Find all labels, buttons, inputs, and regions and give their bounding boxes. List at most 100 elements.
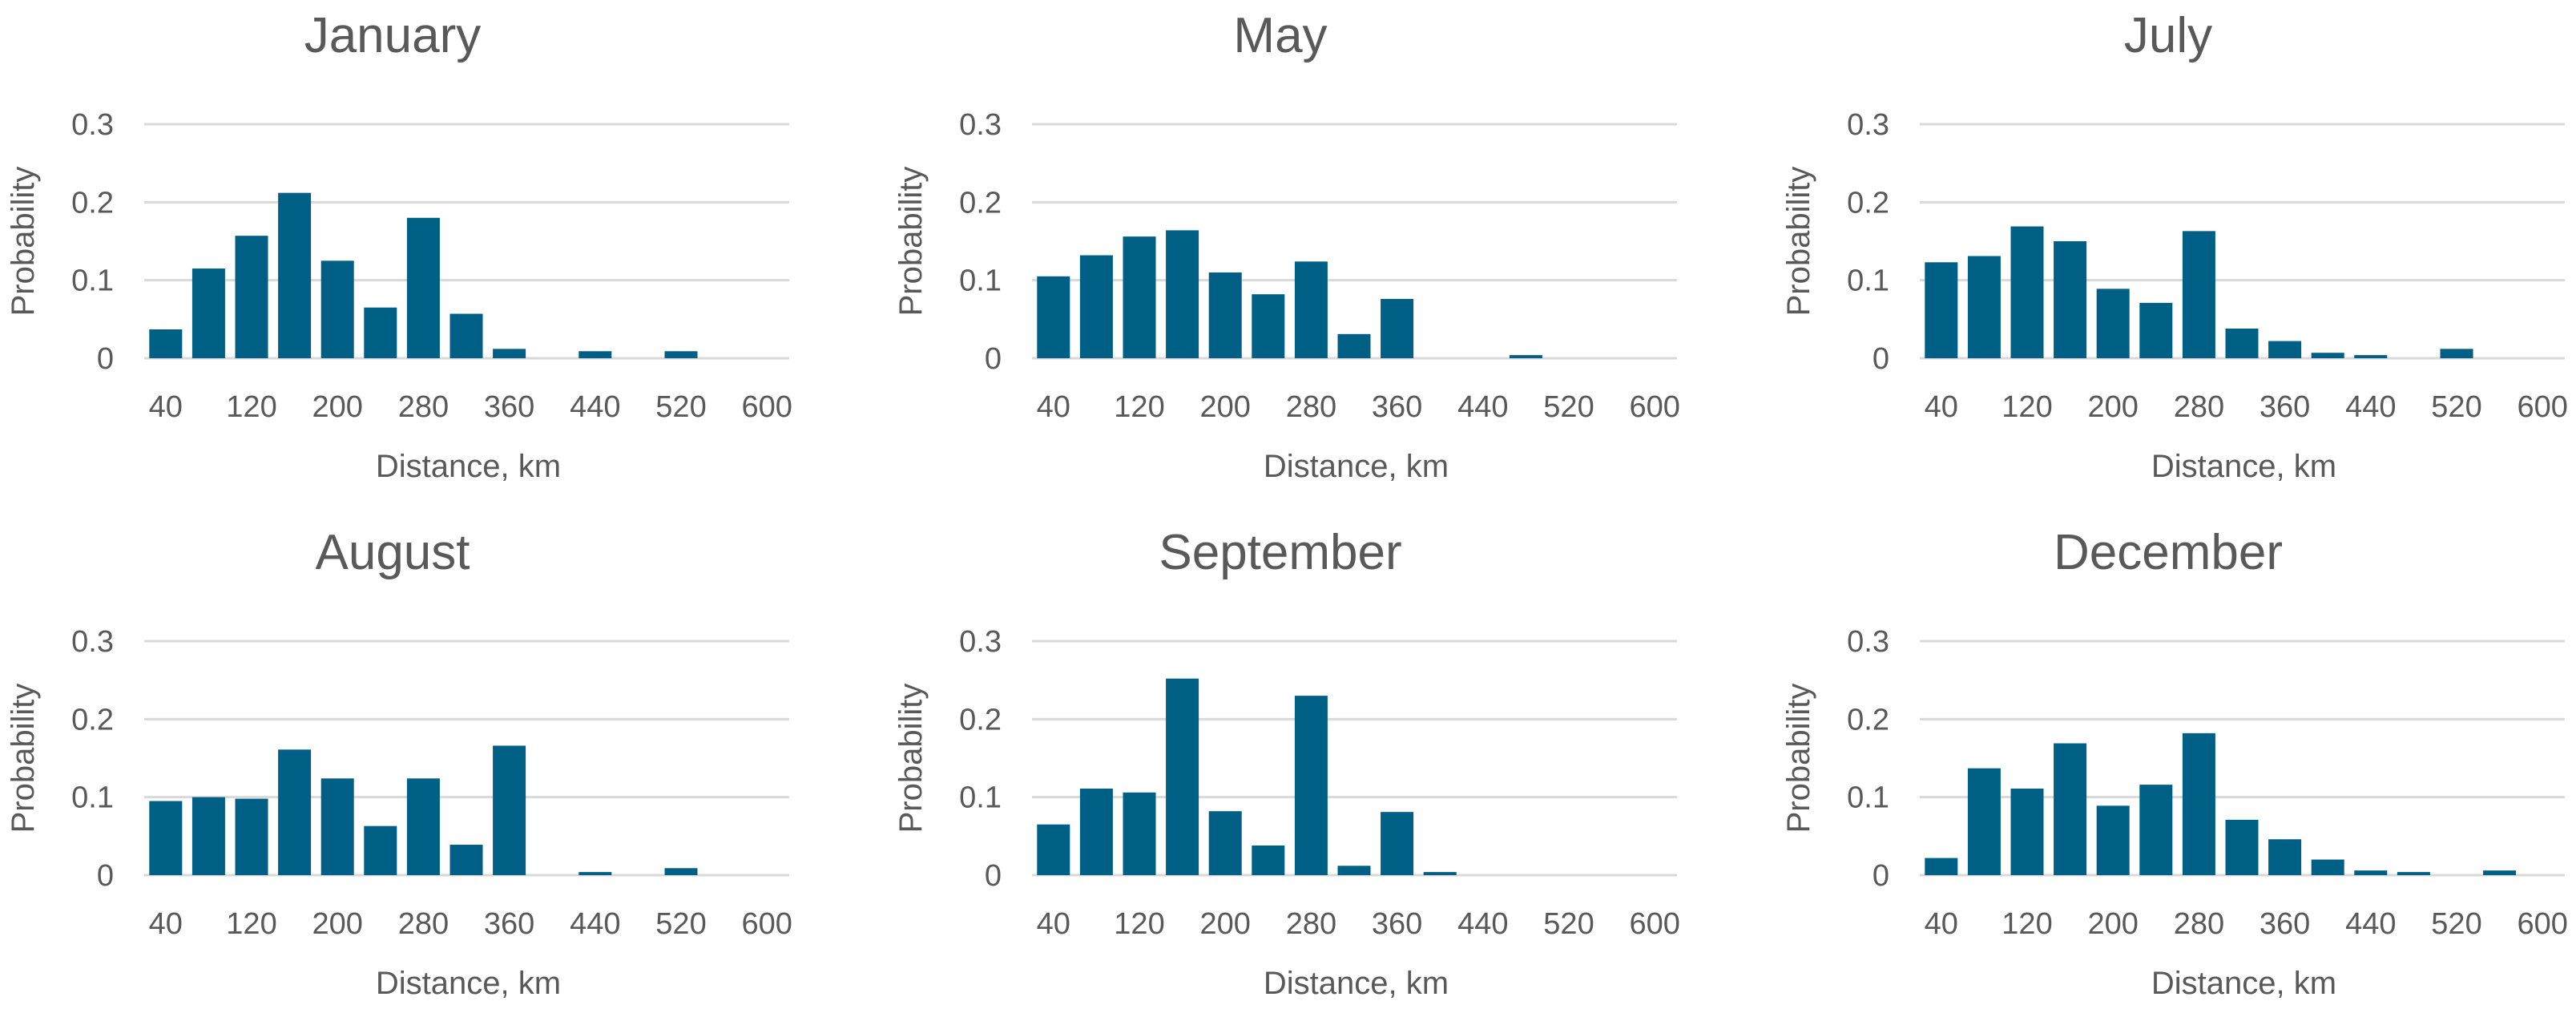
y-tick-label: 0 (985, 859, 1002, 893)
x-tick-label: 440 (570, 390, 620, 424)
x-tick-label: 520 (655, 390, 706, 424)
x-tick-label: 520 (2431, 907, 2481, 941)
x-tick-label: 40 (1037, 907, 1070, 941)
bar-360 (1381, 812, 1414, 875)
bar-320 (449, 845, 483, 875)
bar-160 (278, 192, 312, 358)
x-tick-label: 600 (2517, 390, 2567, 424)
bar-200 (2096, 805, 2130, 875)
x-tick-label: 360 (2260, 390, 2310, 424)
y-tick-label: 0.1 (1847, 781, 1889, 815)
bar-40 (1037, 276, 1070, 358)
y-axis-label: Probability (893, 684, 929, 833)
bar-360 (2268, 839, 2302, 875)
bar-320 (2225, 329, 2259, 358)
x-tick-label: 200 (1199, 390, 1250, 424)
y-tick-label: 0.2 (1847, 703, 1889, 737)
bar-200 (2096, 289, 2130, 358)
x-tick-label: 120 (1114, 390, 1164, 424)
y-axis-label: Probability (6, 167, 41, 317)
bar-40 (149, 329, 183, 358)
bar-280 (2182, 733, 2215, 875)
bar-120 (1123, 236, 1156, 358)
x-tick-label: 280 (2174, 390, 2224, 424)
y-tick-label: 0.3 (1847, 108, 1889, 142)
x-tick-label: 520 (2431, 390, 2481, 424)
bar-160 (278, 749, 312, 875)
x-tick-label: 600 (1629, 907, 1679, 941)
bar-240 (364, 307, 397, 358)
x-tick-label: 600 (1629, 390, 1679, 424)
x-tick-label: 600 (741, 390, 792, 424)
chart-panel-september: 0 0.1 0.2 0.3 40 120 200 280 360 440 520 600 Septemb… (893, 525, 1680, 1001)
bar-240 (2139, 785, 2173, 875)
bar-440 (578, 351, 612, 358)
bar-360 (2268, 341, 2302, 358)
bar-520 (664, 868, 698, 875)
y-tick-label: 0.2 (71, 186, 114, 220)
x-tick-label: 40 (149, 907, 183, 941)
y-tick-label: 0.2 (959, 703, 1002, 737)
bar-80 (191, 268, 225, 358)
x-tick-label: 120 (226, 390, 276, 424)
y-axis-label: Probability (1781, 684, 1816, 833)
x-tick-label: 360 (1372, 390, 1422, 424)
bar-40 (1925, 858, 1958, 875)
y-tick-label: 0.2 (71, 703, 114, 737)
bar-40 (1925, 262, 1958, 358)
y-tick-label: 0 (1873, 859, 1889, 893)
x-axis-label: Distance, km (376, 966, 561, 1001)
y-tick-label: 0.2 (1847, 186, 1889, 220)
chart-panel-july: 0 0.1 0.2 0.3 40 120 200 280 360 440 520 600 July Dis… (1781, 8, 2568, 484)
x-tick-label: 440 (1457, 907, 1508, 941)
x-tick-label: 40 (1037, 390, 1070, 424)
bar-40 (149, 801, 183, 875)
bar-80 (1967, 256, 2001, 358)
x-tick-label: 280 (1286, 390, 1336, 424)
x-tick-label: 360 (2260, 907, 2310, 941)
y-tick-label: 0.1 (71, 781, 114, 815)
bar-520 (664, 351, 698, 358)
bar-240 (364, 825, 397, 875)
x-tick-label: 360 (484, 907, 534, 941)
bar-200 (320, 260, 354, 358)
x-axis-label: Distance, km (1264, 449, 1449, 484)
bar-360 (493, 745, 526, 875)
y-tick-label: 0 (97, 859, 114, 893)
x-tick-label: 40 (1925, 390, 1958, 424)
bar-120 (2010, 226, 2044, 358)
bar-200 (1208, 811, 1242, 875)
y-axis-label: Probability (6, 684, 41, 833)
bar-480 (1509, 355, 1542, 358)
x-tick-label: 280 (1286, 907, 1336, 941)
x-tick-label: 200 (2087, 907, 2138, 941)
y-tick-label: 0.1 (71, 264, 114, 298)
x-tick-label: 120 (2002, 907, 2052, 941)
x-tick-label: 600 (2517, 907, 2567, 941)
bar-80 (1079, 788, 1113, 875)
x-tick-label: 440 (2345, 390, 2396, 424)
bar-120 (2010, 788, 2044, 875)
bar-360 (493, 349, 526, 358)
chart-title: September (1159, 525, 1401, 580)
bar-320 (1337, 866, 1371, 875)
x-tick-label: 520 (655, 907, 706, 941)
x-axis-label: Distance, km (376, 449, 561, 484)
y-tick-label: 0 (97, 342, 114, 376)
x-tick-label: 440 (570, 907, 620, 941)
y-tick-label: 0 (985, 342, 1002, 376)
bar-240 (1252, 846, 1285, 875)
bar-40 (1037, 824, 1070, 875)
y-tick-label: 0.1 (1847, 264, 1889, 298)
bar-360 (1381, 299, 1414, 358)
bar-80 (1967, 768, 2001, 875)
x-tick-label: 40 (149, 390, 183, 424)
bar-480 (2397, 872, 2430, 875)
y-tick-label: 0.2 (959, 186, 1002, 220)
x-tick-label: 120 (226, 907, 276, 941)
x-tick-label: 120 (2002, 390, 2052, 424)
x-tick-label: 280 (398, 907, 449, 941)
bar-280 (406, 217, 440, 358)
bar-80 (1079, 255, 1113, 358)
y-tick-label: 0.3 (1847, 625, 1889, 659)
